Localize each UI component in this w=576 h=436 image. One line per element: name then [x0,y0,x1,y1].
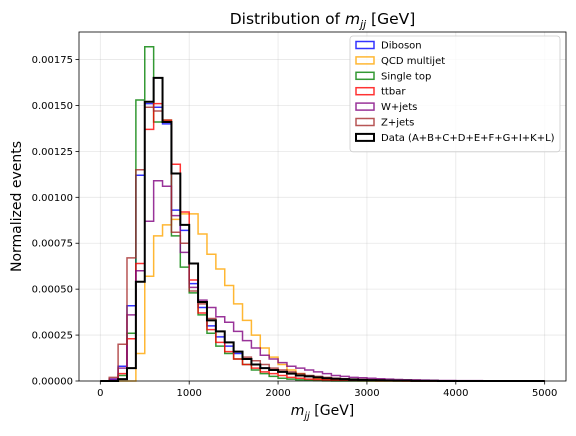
chart-title: Distribution of mjj​ [GeV] [230,10,416,31]
y-tick-label: 0.00175 [32,55,73,66]
y-tick-label: 0.00050 [32,285,73,296]
x-tick-label: 4000 [443,388,468,399]
legend-label: W+jets [381,102,417,113]
y-tick-label: 0.00075 [32,239,73,250]
legend-label: Diboson [381,41,422,52]
legend-label: QCD multijet [381,56,445,67]
legend-swatch [355,71,375,81]
y-tick-label: 0.00025 [32,331,73,342]
y-tick-label: 0.00125 [32,147,73,158]
legend-swatch [355,102,375,111]
legend-swatch [355,117,375,127]
legend-label: ttbar [381,87,406,98]
tick-layer: 0 1000 2000 3000 4000 5000 0.00000 0.00025 0.000… [32,55,558,399]
y-tick-label: 0.00000 [32,377,73,388]
legend-label: Data (A+B+C+D+E+F+G+I+K+L) [381,133,555,144]
x-axis-label: mjj​ [GeV] [291,403,355,422]
legend-swatch [355,132,375,142]
y-tick-label: 0.00150 [32,101,73,112]
y-axis-label: Normalized events [9,141,25,272]
x-tick-label: 2000 [265,388,290,399]
legend-label: Single top [381,71,431,82]
x-tick-label: 1000 [176,388,201,399]
legend-swatch [355,40,375,50]
x-tick-label: 3000 [354,388,379,399]
x-tick-label: 0 [97,388,103,399]
legend-box [349,35,561,153]
grid-layer [79,32,566,382]
legend-label: Z+jets [381,118,414,129]
legend: Diboson QCD multijet Single top ttbar W+jets… [349,35,561,153]
y-tick-label: 0.00100 [32,193,73,204]
x-tick-label: 5000 [532,388,557,399]
legend-swatch [355,86,375,96]
legend-swatch [355,56,375,65]
plot-frame [78,31,567,382]
